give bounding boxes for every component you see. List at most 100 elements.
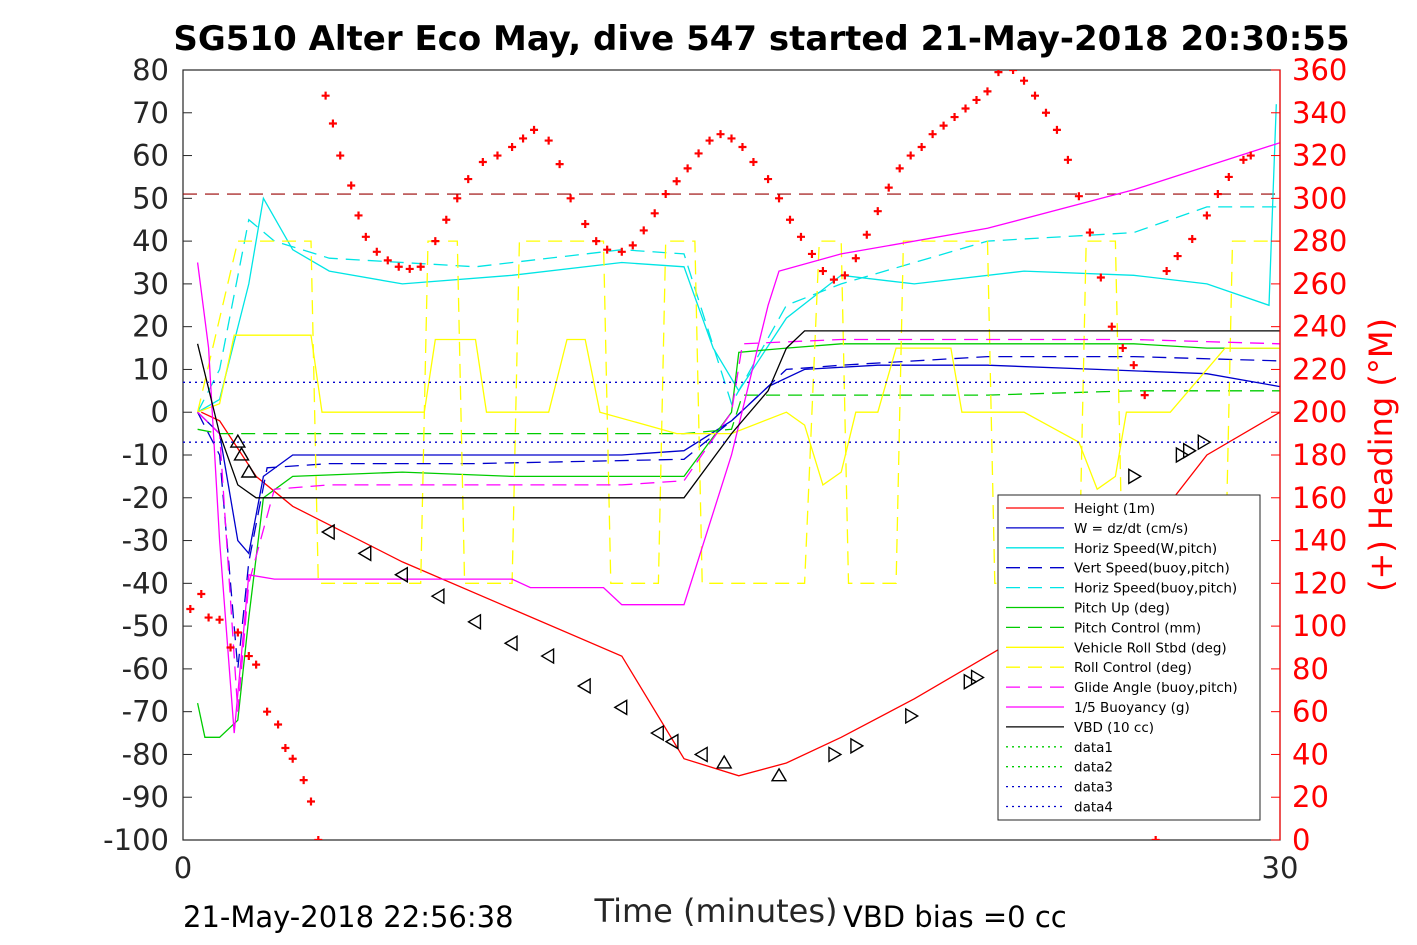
heading-point: [1052, 125, 1061, 134]
heading-point: [1202, 211, 1211, 220]
heading-point: [233, 628, 242, 637]
marker-triangle-left: [320, 523, 335, 541]
heading-point: [1009, 70, 1018, 74]
heading-point: [347, 181, 356, 190]
marker-triangle-right: [905, 707, 920, 725]
series-glide-angle-buoy-pitch: [197, 338, 1280, 712]
heading-point: [274, 720, 283, 729]
heading-point: [764, 175, 773, 184]
heading-point: [1224, 172, 1233, 181]
heading-point: [336, 151, 345, 160]
heading-point: [851, 254, 860, 263]
heading-point: [1151, 836, 1160, 840]
heading-point: [464, 175, 473, 184]
y-right-tick-label: 340: [1292, 96, 1347, 130]
y-tick-label: 40: [132, 224, 169, 258]
heading-point: [1140, 391, 1149, 400]
marker-triangle-up: [233, 446, 250, 461]
y-tick-label: -50: [122, 609, 169, 643]
y-tick-label: 60: [132, 139, 169, 173]
heading-point: [394, 262, 403, 271]
heading-point: [928, 130, 937, 139]
footer-timestamp: 21-May-2018 22:56:38: [183, 900, 514, 934]
heading-point: [1041, 108, 1050, 117]
heading-point: [416, 262, 425, 271]
legend-label: data4: [1074, 800, 1113, 816]
heading-point: [306, 797, 315, 806]
legend-label: data1: [1074, 740, 1113, 756]
legend-label: Height (1m): [1074, 501, 1155, 517]
heading-point: [603, 245, 612, 254]
heading-point: [749, 157, 758, 166]
legend-box: [997, 494, 1261, 821]
y-tick-label: 80: [132, 53, 169, 87]
marker-triangle-left: [394, 566, 408, 584]
heading-point: [705, 136, 714, 145]
heading-point: [263, 707, 272, 716]
y-right-tick-label: 360: [1292, 53, 1347, 87]
heading-point: [1173, 252, 1182, 261]
heading-point: [1020, 76, 1029, 85]
heading-point: [906, 151, 915, 160]
heading-point: [354, 211, 363, 220]
heading-point: [829, 275, 838, 284]
legend-label: Glide Angle (buoy,pitch): [1074, 680, 1238, 696]
legend-label: Horiz Speed(W,pitch): [1074, 541, 1217, 557]
heading-point: [738, 143, 747, 151]
series-vbd-10-cc: [196, 330, 1280, 499]
marker-triangle-left: [693, 746, 708, 763]
legend-label: 1/5 Buoyancy (g): [1074, 700, 1190, 716]
marker-triangle-left: [576, 677, 591, 695]
heading-point: [288, 754, 297, 763]
heading-point: [1085, 228, 1094, 237]
heading-point: [328, 119, 337, 128]
heading-point: [694, 149, 703, 158]
y-tick-label: -20: [122, 481, 169, 515]
y-tick-label: -80: [122, 737, 169, 771]
x-tick-label: 0: [174, 851, 192, 885]
x-axis-label: Time (minutes): [594, 892, 838, 930]
legend-label: data2: [1074, 760, 1113, 776]
heading-point: [862, 230, 871, 239]
heading-point: [873, 207, 882, 216]
heading-point: [895, 164, 904, 173]
y-tick-label: 50: [132, 181, 169, 215]
heading-point: [581, 220, 590, 228]
heading-point: [786, 215, 795, 224]
heading-point: [796, 232, 805, 241]
heading-point: [994, 70, 1003, 77]
y-right-tick-label: 60: [1292, 695, 1329, 729]
heading-point: [299, 776, 308, 785]
marker-triangle-right: [850, 737, 865, 755]
y-right-tick-label: 240: [1292, 310, 1347, 344]
heading-point: [939, 121, 948, 130]
heading-point: [1246, 151, 1255, 160]
y-right-tick-label: 280: [1292, 224, 1347, 258]
y-right-tick-label: 320: [1292, 139, 1347, 173]
marker-triangle-left: [649, 724, 664, 742]
heading-point: [1096, 273, 1105, 282]
heading-point: [1063, 155, 1072, 164]
marker-triangle-up: [770, 767, 788, 782]
heading-point: [244, 652, 253, 661]
heading-point: [716, 130, 725, 139]
heading-point: [1188, 234, 1197, 243]
legend-label: Pitch Up (deg): [1074, 601, 1170, 617]
y-tick-label: -10: [122, 438, 169, 472]
heading-point: [639, 226, 648, 235]
y-right-tick-label: 200: [1292, 395, 1347, 429]
heading-point: [775, 194, 784, 203]
heading-point: [453, 194, 462, 203]
marker-triangle-right: [1128, 468, 1143, 485]
heading-point: [1074, 192, 1083, 201]
heading-point: [592, 237, 601, 246]
y-tick-label: -30: [122, 524, 169, 558]
heading-point: [555, 160, 564, 169]
heading-point: [617, 247, 626, 256]
heading-point: [950, 113, 959, 122]
heading-point: [405, 264, 414, 273]
footer-vbd-bias: VBD bias =0 cc: [843, 900, 1067, 934]
marker-triangle-right: [1175, 446, 1190, 464]
heading-point: [544, 136, 553, 145]
y-tick-label: 10: [132, 352, 169, 386]
